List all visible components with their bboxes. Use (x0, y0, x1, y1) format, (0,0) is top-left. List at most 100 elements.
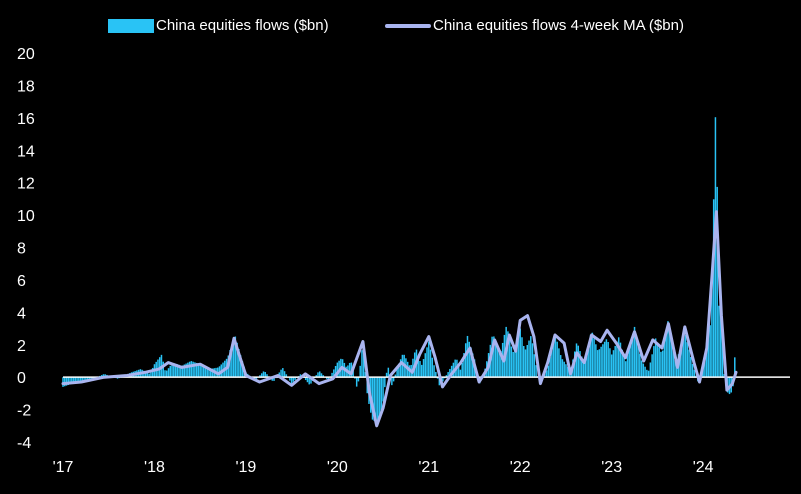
flow-bar (596, 350, 599, 378)
flow-bar (69, 377, 71, 385)
flow-bar (239, 355, 242, 378)
flow-bar (148, 373, 150, 378)
flow-bar (468, 341, 470, 378)
flow-bar (524, 349, 527, 378)
flow-bar (396, 368, 398, 378)
flow-bar (563, 361, 565, 378)
flow-bar (586, 351, 588, 378)
flow-bar (317, 372, 319, 378)
flow-bar (681, 341, 683, 378)
flow-bar (591, 332, 594, 378)
flow-bar (181, 365, 184, 378)
flow-bar (259, 375, 261, 378)
flow-bar (431, 357, 434, 378)
flow-bar (232, 339, 235, 378)
flow-bar (86, 377, 89, 381)
flow-bar (62, 377, 64, 387)
flow-bar (320, 373, 323, 378)
flow-bar (417, 355, 419, 378)
flow-bar (723, 373, 725, 378)
flow-bar (319, 371, 321, 378)
flow-bar (202, 366, 205, 378)
flow-bar (734, 357, 736, 378)
flow-bar (679, 347, 682, 378)
flow-bar (304, 377, 307, 381)
flow-bar (348, 362, 351, 378)
flow-bar (709, 325, 711, 378)
flow-bar (359, 365, 361, 378)
flow-bar (521, 337, 523, 378)
flow-bar (598, 349, 601, 378)
x-tick-label: '21 (418, 459, 439, 476)
flow-bar (702, 367, 704, 378)
flow-bar (675, 360, 678, 378)
flow-bar (355, 377, 358, 387)
flow-bar (435, 371, 437, 378)
flow-bar (721, 335, 724, 378)
flow-bar (382, 377, 384, 402)
flow-bar (547, 365, 550, 378)
flow-bar (551, 348, 553, 378)
y-tick-label: 18 (17, 78, 35, 95)
flow-bar (577, 345, 580, 378)
flow-bar (665, 330, 667, 378)
flow-bar (640, 360, 643, 378)
flow-bar (672, 348, 674, 378)
flow-bar (690, 356, 692, 378)
flow-bar (264, 371, 266, 378)
flow-bar (85, 377, 87, 381)
flow-bar (378, 377, 381, 419)
flow-bar (208, 368, 210, 378)
flow-bar (600, 346, 602, 378)
y-tick-label: 14 (17, 143, 35, 160)
flow-bar (334, 366, 337, 378)
flow-bar (470, 347, 472, 378)
flow-bar (173, 362, 175, 378)
flow-bar (508, 338, 511, 378)
flow-bar (691, 363, 694, 378)
flow-bar (204, 367, 207, 378)
y-tick-label: 0 (17, 370, 26, 387)
flow-bar (294, 377, 296, 380)
flow-bar (621, 349, 623, 378)
flow-bar (262, 371, 265, 378)
flow-bar (445, 375, 448, 378)
x-axis-tick-labels: '17 '18 '19 '20 '21 '22 '23 '24 (53, 459, 714, 476)
flow-bar (289, 377, 291, 381)
flow-bar (385, 372, 388, 378)
legend-item-weekly-flows: China equities flows ($bn) (108, 17, 329, 34)
flow-bar (167, 368, 170, 378)
flow-bar (364, 372, 367, 378)
flow-bar (185, 363, 187, 378)
flow-bar (333, 369, 335, 378)
flow-bar (554, 335, 557, 378)
flow-bar (595, 344, 597, 378)
flow-bar (531, 343, 534, 378)
flow-bar (584, 359, 587, 378)
flow-bar (78, 377, 80, 382)
flow-bar (610, 354, 613, 378)
flow-bar (229, 350, 231, 378)
flow-bar (64, 377, 66, 387)
flow-bar (174, 363, 177, 378)
flow-bar (361, 350, 363, 378)
flow-bar (718, 305, 720, 378)
flow-bar (649, 362, 652, 378)
flow-bar (362, 350, 365, 378)
flow-bar (377, 377, 379, 424)
flow-bar (674, 359, 676, 378)
legend-item-moving-average: China equities flows 4-week MA ($bn) (385, 17, 684, 34)
flow-bar (391, 377, 393, 386)
y-tick-label: -4 (17, 435, 31, 452)
flow-bar (612, 350, 615, 378)
x-tick-label: '19 (235, 459, 256, 476)
flow-bar (375, 377, 377, 423)
flow-bar (401, 354, 404, 378)
flow-bar (399, 359, 402, 378)
flow-bar (637, 344, 639, 378)
flow-bar (661, 350, 664, 378)
flow-bar (211, 368, 214, 378)
flow-bar (515, 340, 518, 378)
flow-bar (693, 369, 696, 378)
